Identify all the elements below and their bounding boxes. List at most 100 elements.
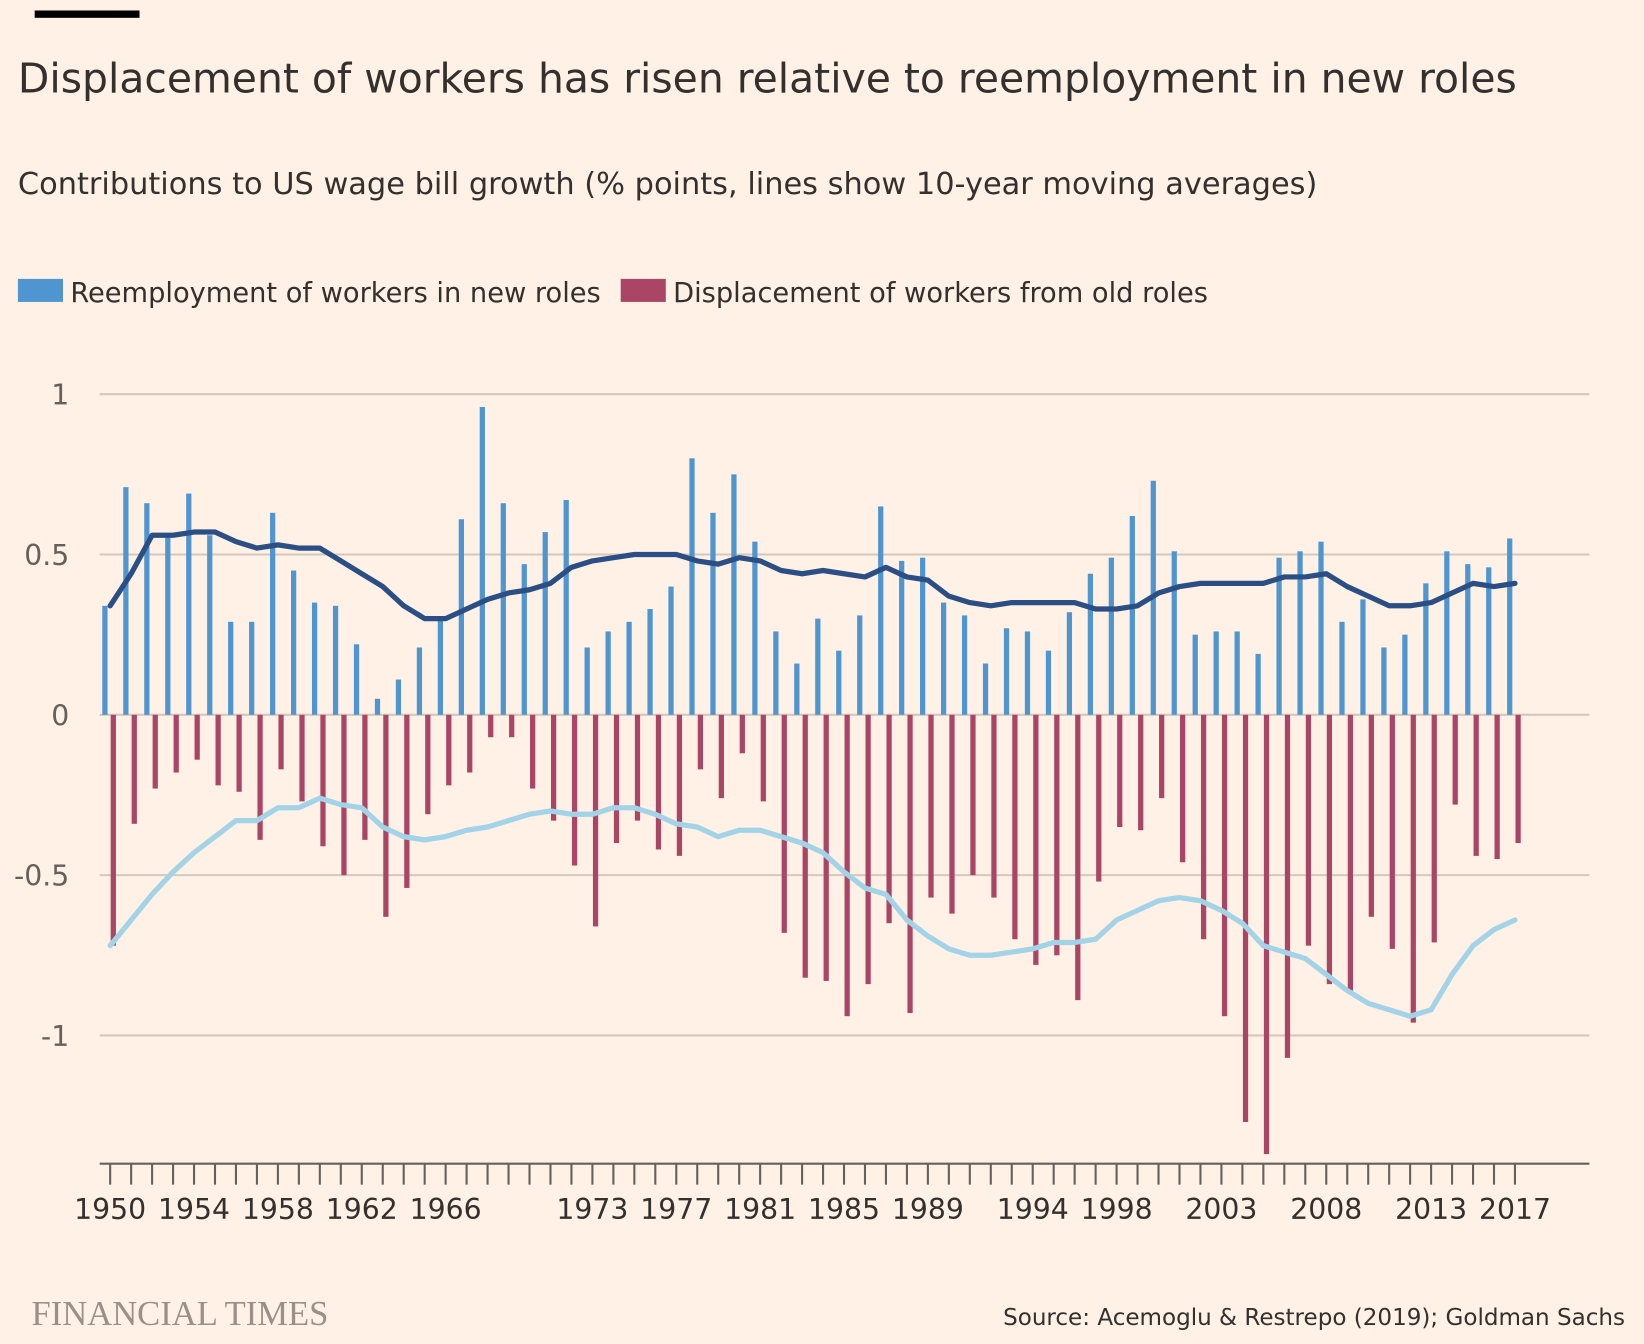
bar bbox=[823, 714, 829, 981]
bar bbox=[1108, 557, 1114, 715]
bar bbox=[1255, 653, 1261, 715]
bar bbox=[613, 714, 620, 844]
bar bbox=[1138, 714, 1144, 831]
bar bbox=[844, 714, 850, 1017]
bar bbox=[404, 714, 410, 888]
x-tick-label: 1950 bbox=[74, 1193, 146, 1226]
bar bbox=[1339, 621, 1345, 715]
y-tick-label: -0.5 bbox=[14, 860, 69, 893]
bar bbox=[1444, 551, 1450, 715]
bar bbox=[416, 647, 423, 715]
bar bbox=[697, 714, 704, 770]
bar bbox=[194, 714, 200, 760]
bar bbox=[1423, 583, 1429, 715]
bar bbox=[605, 631, 611, 715]
x-tick-label: 1998 bbox=[1081, 1193, 1153, 1226]
bar bbox=[291, 570, 297, 715]
x-tick-label: 2013 bbox=[1395, 1193, 1467, 1226]
bar bbox=[1284, 714, 1291, 1058]
legend-swatch bbox=[620, 278, 666, 302]
bar bbox=[131, 714, 137, 824]
bar bbox=[1402, 634, 1408, 715]
bar bbox=[982, 663, 989, 715]
x-tick-label: 1977 bbox=[640, 1193, 712, 1226]
bar bbox=[634, 714, 641, 821]
line bbox=[107, 529, 1518, 622]
bar bbox=[676, 714, 683, 856]
publisher: FINANCIAL TIMES bbox=[32, 1295, 329, 1333]
bar bbox=[236, 714, 242, 792]
plot: 1 0.5 0 -0.5 -1 1950 1954 1958 1962 1966 1973 1977 1… bbox=[14, 379, 1590, 1226]
bar bbox=[1075, 714, 1081, 1001]
bar bbox=[341, 714, 347, 876]
bar bbox=[668, 586, 674, 715]
bar bbox=[626, 621, 632, 715]
legend: Reemployment of workers in new roles Disp… bbox=[17, 278, 1208, 309]
bar bbox=[395, 679, 402, 715]
bar bbox=[571, 714, 578, 866]
bar bbox=[215, 714, 221, 786]
bar bbox=[1276, 557, 1282, 715]
bar bbox=[563, 499, 569, 715]
bar bbox=[1368, 714, 1374, 917]
bar bbox=[878, 506, 884, 715]
bar bbox=[446, 714, 452, 786]
legend-swatch bbox=[17, 278, 63, 302]
y-tick-label: 0 bbox=[51, 699, 69, 732]
x-tick-label: 1954 bbox=[158, 1193, 230, 1226]
bar bbox=[1129, 516, 1135, 715]
bar bbox=[1213, 631, 1219, 715]
bar bbox=[1221, 714, 1228, 1017]
bar bbox=[752, 541, 758, 715]
bar bbox=[689, 458, 695, 715]
bar bbox=[739, 714, 745, 754]
bar bbox=[1171, 551, 1177, 715]
bar bbox=[1465, 564, 1471, 715]
bar bbox=[794, 663, 800, 715]
bar bbox=[374, 698, 381, 715]
bar bbox=[362, 714, 368, 840]
bar bbox=[332, 605, 339, 715]
bar bbox=[991, 714, 997, 898]
bar bbox=[1452, 714, 1458, 805]
bar bbox=[1389, 714, 1395, 949]
bar bbox=[655, 714, 662, 850]
bar bbox=[249, 621, 255, 715]
x-tick-label: 2003 bbox=[1185, 1193, 1257, 1226]
bar bbox=[815, 618, 821, 715]
bar bbox=[1200, 714, 1207, 940]
bar bbox=[1045, 650, 1052, 715]
legend-label: Reemployment of workers in new roles bbox=[70, 278, 600, 309]
bar bbox=[509, 714, 515, 738]
bar bbox=[1180, 714, 1186, 863]
bar bbox=[961, 615, 968, 715]
bar bbox=[542, 532, 548, 715]
x-tick-label: 1966 bbox=[410, 1193, 482, 1226]
chart-subtitle: Contributions to US wage bill growth (% … bbox=[18, 167, 1317, 202]
bar bbox=[278, 714, 284, 770]
bar bbox=[152, 714, 158, 789]
bar bbox=[1318, 541, 1324, 715]
bar bbox=[1360, 599, 1366, 715]
bar bbox=[1410, 714, 1416, 1023]
bar bbox=[186, 493, 192, 715]
bar bbox=[1117, 714, 1123, 828]
bar bbox=[886, 714, 892, 924]
bar bbox=[773, 631, 779, 715]
x-tick-label: 2017 bbox=[1479, 1193, 1551, 1226]
bar bbox=[1024, 631, 1031, 715]
bar bbox=[920, 557, 926, 715]
bar bbox=[731, 474, 737, 715]
bar bbox=[928, 714, 934, 898]
bar bbox=[1381, 647, 1387, 715]
bar bbox=[1234, 631, 1240, 715]
bar bbox=[207, 535, 213, 715]
bar bbox=[530, 714, 536, 789]
bar bbox=[970, 714, 976, 876]
bar bbox=[383, 714, 389, 917]
y-tick-label: -1 bbox=[41, 1020, 69, 1053]
bar bbox=[836, 650, 842, 715]
bar bbox=[1507, 538, 1513, 715]
bar bbox=[1326, 714, 1333, 985]
